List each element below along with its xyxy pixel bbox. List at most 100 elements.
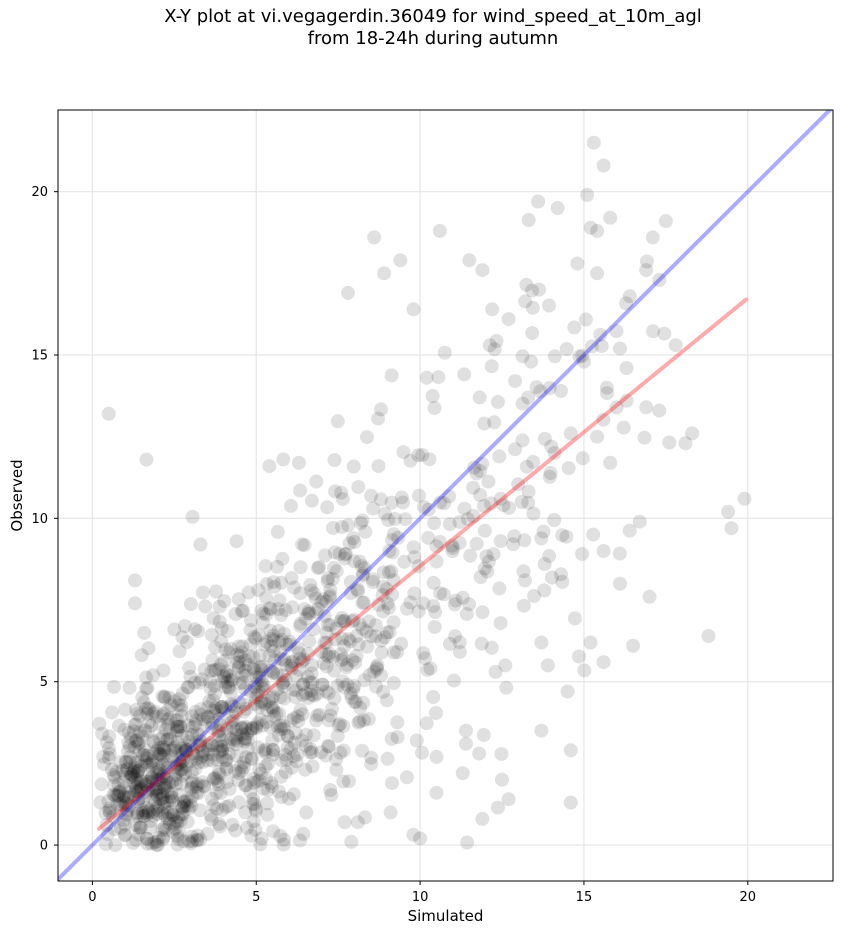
scatter-point <box>334 485 349 500</box>
scatter-point <box>141 783 156 798</box>
scatter-point <box>305 675 320 690</box>
scatter-point <box>189 752 204 767</box>
scatter-point <box>174 729 189 743</box>
scatter-point <box>460 512 475 527</box>
scatter-point <box>337 551 352 566</box>
scatter-point <box>180 730 195 745</box>
scatter-point <box>137 748 152 763</box>
scatter-point <box>207 678 222 693</box>
scatter-point <box>156 769 171 784</box>
scatter-point <box>198 714 213 729</box>
scatter-point <box>575 547 590 561</box>
scatter-point <box>129 733 144 748</box>
scatter-point <box>259 577 274 591</box>
scatter-point <box>457 367 472 382</box>
scatter-point <box>303 742 318 756</box>
scatter-point <box>432 223 447 238</box>
scatter-point <box>737 491 752 506</box>
scatter-point <box>228 823 243 838</box>
scatter-point <box>188 622 203 637</box>
scatter-point <box>185 720 200 735</box>
scatter-point <box>231 592 246 607</box>
scatter-point <box>264 691 279 706</box>
scatter-point <box>106 787 121 802</box>
scatter-point <box>252 670 267 685</box>
scatter-point <box>426 690 441 704</box>
scatter-point <box>329 762 344 777</box>
scatter-point <box>221 679 236 694</box>
scatter-point <box>132 708 147 723</box>
scatter-point <box>514 495 529 509</box>
scatter-point <box>190 739 205 753</box>
scatter-point <box>250 716 265 731</box>
scatter-point <box>212 711 227 726</box>
scatter-point <box>121 735 136 750</box>
scatter-point <box>116 775 131 790</box>
scatter-point <box>271 623 286 638</box>
scatter-point <box>162 776 177 790</box>
scatter-point <box>213 704 228 718</box>
scatter-point <box>442 489 457 504</box>
scatter-point <box>245 721 260 736</box>
scatter-point <box>155 806 170 821</box>
scatter-point <box>126 775 141 790</box>
scatter-point <box>208 771 223 786</box>
scatter-point <box>160 805 175 820</box>
scatter-point <box>146 783 161 798</box>
scatter-point <box>195 672 210 687</box>
scatter-point <box>455 766 470 781</box>
scatter-point <box>365 572 380 587</box>
scatter-point <box>273 718 288 733</box>
scatter-point <box>352 617 367 632</box>
scatter-point <box>561 461 576 476</box>
scatter-point <box>309 605 324 620</box>
scatter-point <box>360 430 374 445</box>
scatter-point <box>326 521 341 535</box>
scatter-point <box>484 359 499 374</box>
grid <box>58 110 833 881</box>
scatter-point <box>270 719 285 734</box>
scatter-point <box>158 777 173 792</box>
scatter-point <box>177 794 192 809</box>
scatter-point <box>246 775 261 790</box>
scatter-point <box>276 837 291 852</box>
scatter-point <box>238 805 253 820</box>
scatter-point <box>542 298 556 313</box>
scatter-point <box>263 720 278 735</box>
scatter-point <box>310 708 325 723</box>
scatter-point <box>296 826 311 841</box>
scatter-point <box>260 702 274 717</box>
scatter-point <box>366 501 381 516</box>
scatter-point <box>594 339 609 354</box>
scatter-point <box>341 632 356 647</box>
scatter-point <box>319 659 334 674</box>
scatter-point <box>337 680 352 695</box>
scatter-point <box>206 747 221 762</box>
scatter-point <box>264 776 278 791</box>
scatter-point <box>139 755 153 770</box>
scatter-point <box>162 793 177 808</box>
scatter-point <box>208 701 223 716</box>
scatter-point <box>521 390 536 405</box>
scatter-point <box>321 649 336 664</box>
scatter-point <box>297 602 312 617</box>
scatter-point <box>306 728 321 743</box>
scatter-point <box>295 654 310 669</box>
scatter-point <box>284 741 298 756</box>
scatter-point <box>146 746 161 761</box>
scatter-point <box>333 647 348 662</box>
scatter-point <box>150 834 165 849</box>
scatter-point <box>202 694 217 709</box>
scatter-point <box>214 743 229 758</box>
scatter-point <box>373 492 388 507</box>
scatter-point <box>498 658 513 673</box>
scatter-point <box>293 702 308 717</box>
scatter-point <box>432 534 447 549</box>
scatter-point <box>131 775 146 790</box>
scatter-point <box>241 741 256 756</box>
scatter-point <box>264 779 279 794</box>
scatter-point <box>115 763 130 778</box>
scatter-point <box>336 614 351 629</box>
scatter-point <box>180 814 195 829</box>
scatter-point <box>210 752 225 767</box>
